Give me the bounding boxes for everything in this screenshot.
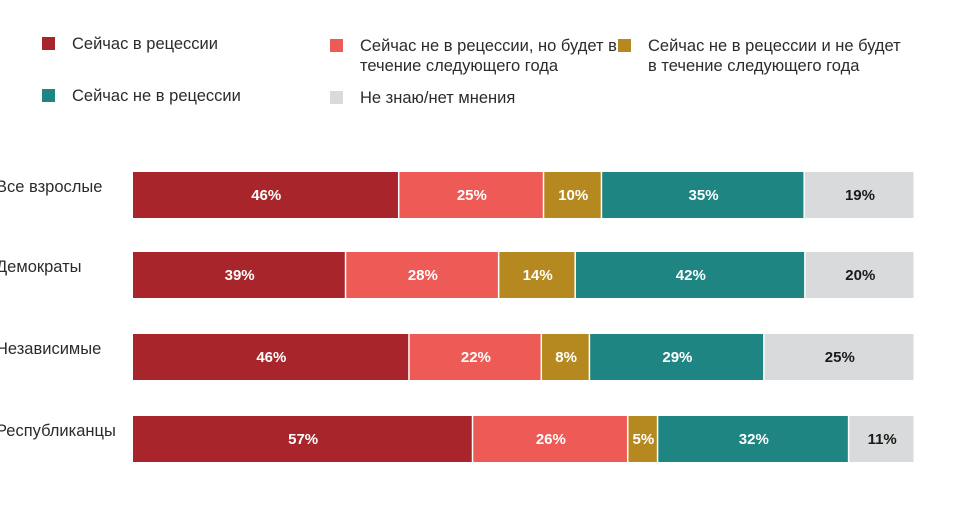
bar-data-label: 22% bbox=[461, 349, 491, 366]
bar-data-label: 19% bbox=[845, 187, 875, 204]
legend-swatch bbox=[42, 89, 55, 102]
legend-label: Сейчас не в рецессии bbox=[72, 87, 241, 105]
bar-data-label: 8% bbox=[555, 349, 577, 366]
bar-segment bbox=[409, 334, 541, 380]
legend-swatch bbox=[618, 39, 631, 52]
bar-segment bbox=[602, 172, 804, 218]
category-label: Независимые bbox=[0, 340, 101, 358]
category-label: Республиканцы bbox=[0, 422, 116, 440]
bar-segment bbox=[542, 334, 589, 380]
bar-segment bbox=[628, 416, 657, 462]
bar-data-label: 25% bbox=[825, 349, 855, 366]
bar-segment bbox=[590, 334, 764, 380]
bar-segment bbox=[399, 172, 543, 218]
category-label: Все взрослые bbox=[0, 178, 102, 196]
bar-segment bbox=[575, 252, 805, 298]
bar-segment bbox=[804, 172, 914, 218]
bar-data-label: 46% bbox=[256, 349, 286, 366]
bar-data-label: 11% bbox=[868, 431, 897, 448]
legend-swatch bbox=[42, 37, 55, 50]
bar-data-label: 26% bbox=[536, 431, 566, 448]
bar-segment bbox=[133, 416, 472, 462]
bar-data-label: 28% bbox=[408, 267, 438, 284]
legend-label: Сейчас не в рецессии, но будет в течение… bbox=[360, 37, 617, 75]
bar-segment bbox=[658, 416, 848, 462]
bar-data-label: 35% bbox=[689, 187, 719, 204]
bar-segment bbox=[805, 252, 914, 298]
legend-item-no-recession-next-year: Сейчас не в рецессии и не будет в течени… bbox=[618, 36, 908, 76]
bar-segment bbox=[133, 172, 398, 218]
legend-label: Не знаю/нет мнения bbox=[360, 89, 516, 107]
bar-data-label: 57% bbox=[288, 431, 318, 448]
bar-data-label: 25% bbox=[457, 187, 487, 204]
bar-data-label: 42% bbox=[676, 267, 706, 284]
bar-data-label: 20% bbox=[845, 267, 875, 284]
legend-swatch bbox=[330, 91, 343, 104]
bar-segment bbox=[499, 252, 575, 298]
bar-segment bbox=[849, 416, 914, 462]
legend-item-dont-know: Не знаю/нет мнения bbox=[330, 88, 515, 108]
bar-data-label: 29% bbox=[662, 349, 692, 366]
bar-segment bbox=[133, 252, 345, 298]
category-label: Демократы bbox=[0, 258, 82, 276]
bar-segment bbox=[544, 172, 601, 218]
bar-data-label: 39% bbox=[225, 267, 255, 284]
legend-item-no-recession: Сейчас не в рецессии bbox=[42, 86, 241, 106]
bar-data-label: 32% bbox=[739, 431, 769, 448]
bar-data-label: 46% bbox=[251, 187, 281, 204]
bar-data-label: 10% bbox=[558, 187, 588, 204]
bar-segment bbox=[346, 252, 498, 298]
legend-label: Сейчас не в рецессии и не будет в течени… bbox=[648, 37, 901, 75]
bar-segment bbox=[133, 334, 409, 380]
bar-data-label: 14% bbox=[523, 267, 553, 284]
legend-label: Сейчас в рецессии bbox=[72, 35, 218, 53]
bar-segment bbox=[764, 334, 914, 380]
legend-item-recession-now: Сейчас в рецессии bbox=[42, 34, 218, 54]
legend-item-recession-next-year: Сейчас не в рецессии, но будет в течение… bbox=[330, 36, 620, 76]
bar-data-label: 5% bbox=[633, 431, 655, 448]
legend-swatch bbox=[330, 39, 343, 52]
bar-segment bbox=[473, 416, 627, 462]
